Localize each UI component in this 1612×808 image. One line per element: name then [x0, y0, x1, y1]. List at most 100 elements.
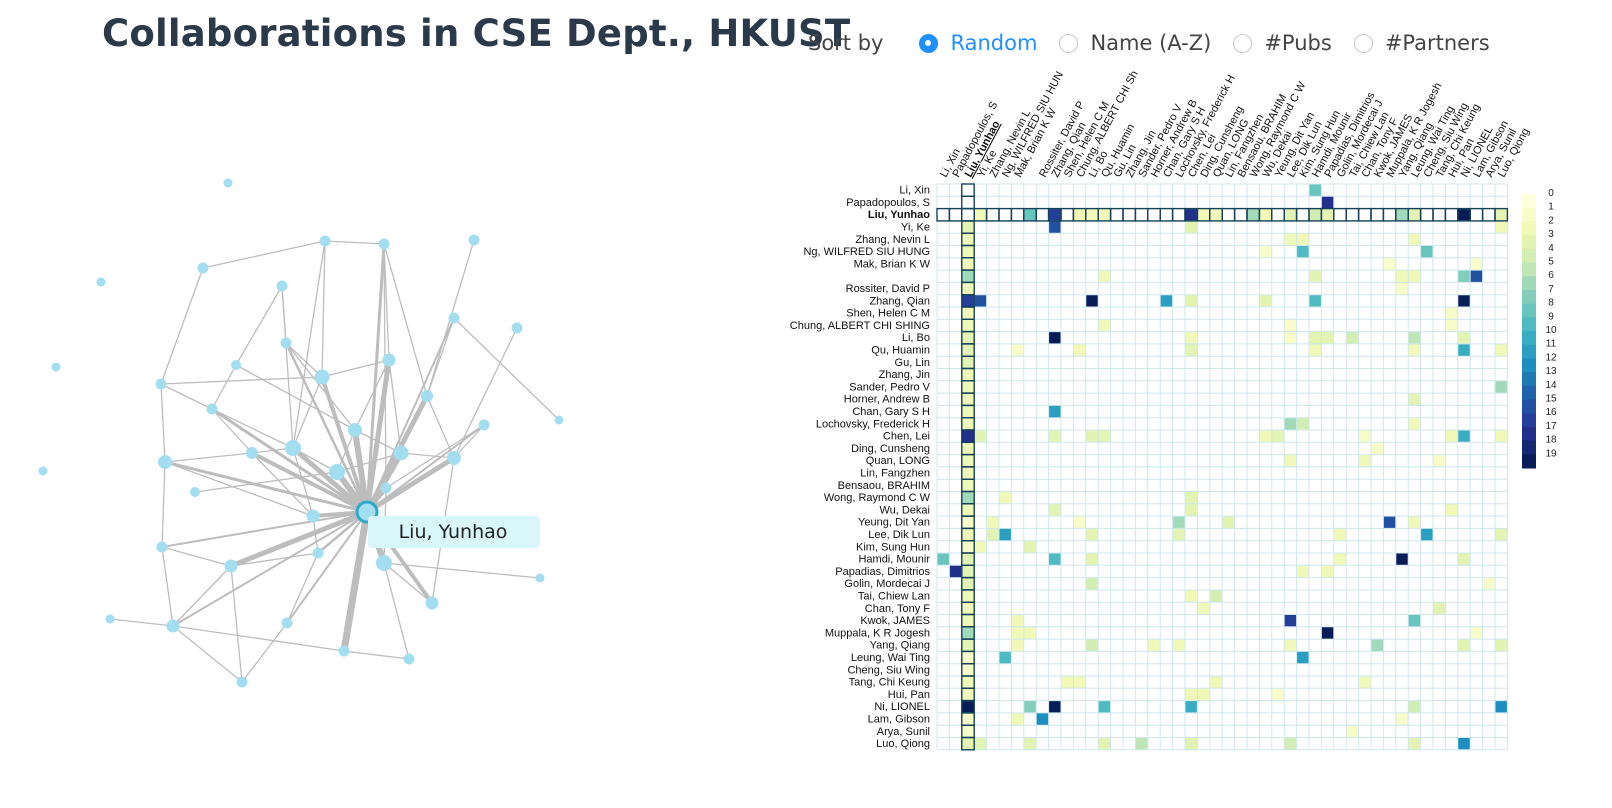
matrix-cell[interactable] [1098, 700, 1111, 713]
matrix-cell[interactable] [961, 380, 975, 394]
row-label[interactable]: Gu, Lin [895, 357, 930, 369]
matrix-cell[interactable] [1172, 639, 1185, 652]
row-label[interactable]: Liu, Yunhao [868, 209, 930, 221]
matrix-cell[interactable] [961, 712, 975, 726]
matrix-cell[interactable] [1085, 553, 1099, 566]
matrix-cell[interactable] [1420, 528, 1433, 541]
matrix-cell[interactable] [1395, 208, 1409, 221]
matrix-cell[interactable] [961, 589, 975, 603]
matrix-cell[interactable] [1048, 331, 1061, 344]
matrix-cell[interactable] [1457, 430, 1471, 443]
network-node[interactable] [197, 262, 209, 274]
radio-selected-icon[interactable] [919, 33, 939, 53]
network-node[interactable] [38, 466, 48, 476]
network-node[interactable] [314, 369, 330, 385]
network-node[interactable] [448, 312, 460, 324]
matrix-cell[interactable] [961, 466, 975, 480]
row-label[interactable]: Muppala, K R Jogesh [825, 627, 930, 639]
matrix-cell[interactable] [1222, 516, 1235, 529]
matrix-cell[interactable] [1309, 184, 1322, 197]
matrix-cell[interactable] [1408, 393, 1421, 406]
sort-option-random[interactable]: Random [919, 31, 1037, 55]
row-label[interactable]: Ni, LIONEL [874, 701, 930, 713]
matrix-cell[interactable] [1408, 331, 1421, 344]
row-label[interactable]: Horner, Andrew B [844, 394, 930, 406]
network-node[interactable] [306, 509, 320, 523]
network-node[interactable] [285, 440, 301, 456]
row-label[interactable]: Kim, Sung Hun [856, 541, 930, 553]
matrix-cell[interactable] [1445, 307, 1458, 320]
matrix-cell[interactable] [961, 294, 975, 307]
matrix-cell[interactable] [1495, 430, 1508, 443]
matrix-cell[interactable] [1023, 626, 1037, 640]
network-node[interactable] [380, 482, 392, 494]
network-node[interactable] [378, 238, 390, 250]
matrix-cell[interactable] [1073, 208, 1086, 221]
row-label[interactable]: Bensaou, BRAHIM [838, 480, 930, 492]
matrix-cell[interactable] [1284, 614, 1297, 627]
matrix-cell[interactable] [1284, 331, 1297, 344]
matrix-cell[interactable] [961, 540, 975, 553]
matrix-cell[interactable] [1073, 343, 1086, 357]
matrix-cell[interactable] [961, 417, 975, 430]
matrix-cell[interactable] [1470, 270, 1483, 283]
matrix-cell[interactable] [1457, 294, 1471, 307]
matrix-cell[interactable] [1036, 712, 1049, 726]
matrix-cell[interactable] [974, 540, 987, 553]
matrix-cell[interactable] [1098, 430, 1111, 443]
matrix-cell[interactable] [961, 503, 975, 517]
row-label[interactable]: Hui, Pan [888, 689, 930, 701]
matrix-cell[interactable] [1172, 516, 1185, 529]
matrix-cell[interactable] [1495, 700, 1508, 713]
matrix-cell[interactable] [961, 528, 975, 541]
matrix-cell[interactable] [1309, 331, 1322, 344]
matrix-cell[interactable] [1259, 208, 1272, 221]
matrix-cell[interactable] [1408, 516, 1421, 529]
network-node[interactable] [421, 390, 433, 402]
matrix-cell[interactable] [1085, 639, 1099, 652]
network-node[interactable] [425, 596, 439, 610]
matrix-cell[interactable] [1048, 553, 1061, 566]
matrix-cell[interactable] [961, 454, 975, 467]
matrix-cell[interactable] [1061, 676, 1074, 689]
matrix-cell[interactable] [1433, 454, 1446, 467]
matrix-cell[interactable] [1185, 294, 1198, 307]
matrix-cell[interactable] [961, 651, 975, 664]
matrix-cell[interactable] [1457, 737, 1471, 750]
matrix-cell[interactable] [1309, 294, 1322, 307]
matrix-cell[interactable] [1185, 220, 1198, 234]
matrix-cell[interactable] [961, 663, 975, 676]
matrix-cell[interactable] [961, 233, 975, 246]
row-label[interactable]: Ding, Cunsheng [851, 443, 930, 455]
matrix-cell[interactable] [1457, 343, 1471, 357]
row-label[interactable]: Wong, Raymond C W [824, 492, 931, 504]
matrix-cell[interactable] [961, 626, 975, 640]
matrix-cell[interactable] [1457, 553, 1471, 566]
matrix-cell[interactable] [1321, 196, 1334, 209]
network-node[interactable] [468, 234, 480, 246]
network-node[interactable] [190, 487, 200, 497]
matrix-cell[interactable] [1048, 503, 1061, 517]
row-label[interactable]: Leung, Wai Ting [851, 652, 930, 664]
matrix-cell[interactable] [1073, 676, 1086, 689]
matrix-cell[interactable] [1309, 208, 1322, 221]
matrix-cell[interactable] [1321, 565, 1334, 578]
matrix-cell[interactable] [1395, 270, 1409, 283]
matrix-cell[interactable] [1296, 233, 1309, 246]
matrix-cell[interactable] [1296, 565, 1309, 578]
matrix-cell[interactable] [961, 553, 975, 566]
network-node[interactable] [96, 277, 106, 287]
matrix-cell[interactable] [961, 602, 975, 615]
row-label[interactable]: Ng, WILFRED SIU HUNG [803, 246, 930, 258]
matrix-cell[interactable] [1185, 503, 1198, 517]
matrix-cell[interactable] [1383, 257, 1396, 271]
sort-option-label[interactable]: #Pubs [1264, 31, 1332, 55]
matrix-cell[interactable] [1284, 208, 1297, 221]
matrix-cell[interactable] [961, 737, 975, 750]
matrix-cell[interactable] [974, 294, 987, 307]
matrix-cell[interactable] [961, 688, 975, 701]
network-node[interactable] [223, 178, 233, 188]
matrix-cell[interactable] [1048, 430, 1061, 443]
matrix-cell[interactable] [1445, 503, 1458, 517]
row-label[interactable]: Lochovsky, Frederick H [816, 418, 930, 430]
